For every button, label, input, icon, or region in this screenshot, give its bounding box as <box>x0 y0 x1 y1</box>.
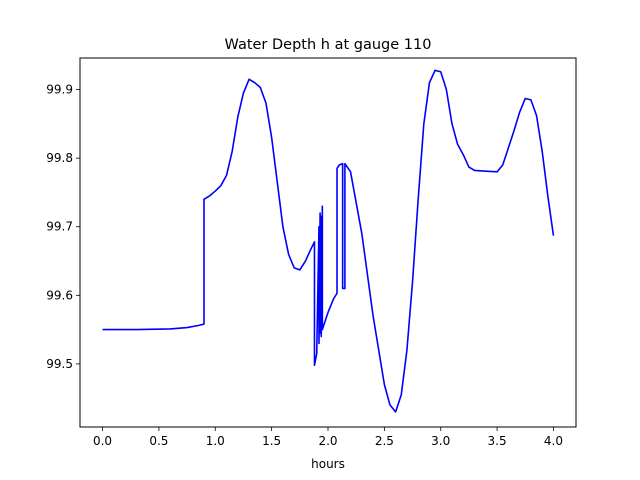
y-tick-label: 99.7 <box>46 220 73 234</box>
y-axis: 99.5 99.6 99.7 99.8 99.9 <box>46 83 80 371</box>
x-tick-label: 2.0 <box>318 434 337 448</box>
x-axis-label: hours <box>311 457 345 471</box>
x-tick-label: 2.5 <box>375 434 394 448</box>
y-tick-label: 99.8 <box>46 151 73 165</box>
series-layer <box>102 69 555 413</box>
x-tick-label: 1.0 <box>206 434 225 448</box>
x-tick-label: 0.5 <box>149 434 168 448</box>
series-line <box>102 69 555 413</box>
x-tick-label: 1.5 <box>262 434 281 448</box>
y-tick-label: 99.6 <box>46 288 73 302</box>
x-tick-label: 4.0 <box>544 434 563 448</box>
x-tick-label: 0.0 <box>93 434 112 448</box>
y-tick-label: 99.5 <box>46 357 73 371</box>
x-tick-label: 3.5 <box>488 434 507 448</box>
x-tick-label: 3.0 <box>431 434 450 448</box>
y-tick-label: 99.9 <box>46 83 73 97</box>
chart-title: Water Depth h at gauge 110 <box>225 37 432 53</box>
x-axis: 0.0 0.5 1.0 1.5 2.0 2.5 3.0 3.5 4.0 <box>93 427 563 448</box>
